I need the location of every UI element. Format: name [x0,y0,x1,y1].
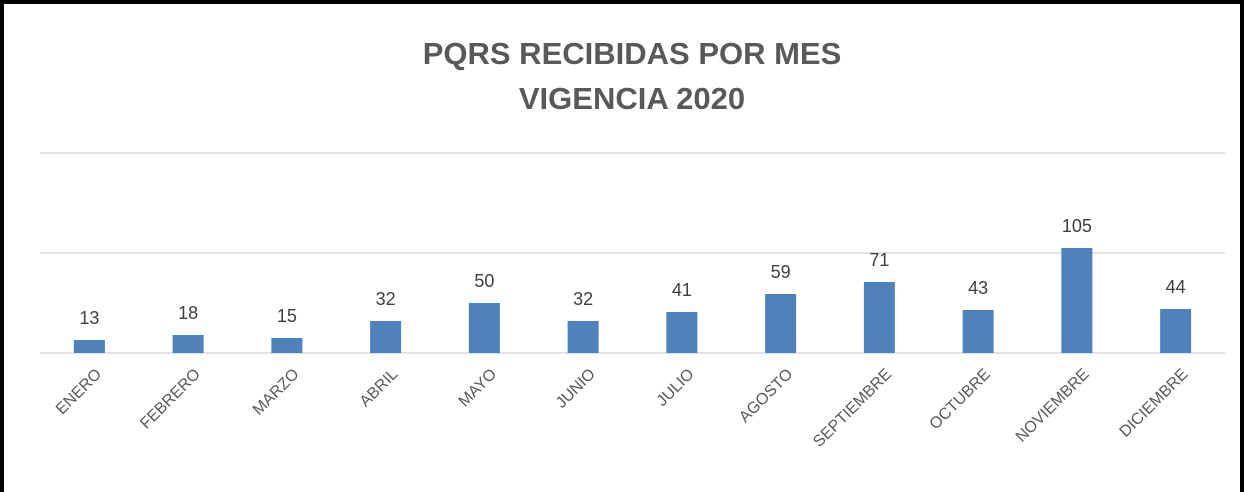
bar [1160,309,1192,353]
value-label: 41 [672,280,692,300]
bar [370,321,402,353]
value-label: 71 [869,250,889,270]
bar [1061,248,1093,353]
chart-subtitle: VIGENCIA 2020 [519,81,745,116]
chart-title: PQRS RECIBIDAS POR MES [423,36,842,71]
value-label: 18 [178,303,198,323]
bar [765,294,797,353]
value-label: 44 [1166,277,1186,297]
value-label: 105 [1062,216,1092,236]
bar [73,340,105,353]
value-label: 32 [376,289,396,309]
bar [172,335,204,353]
bar [863,282,895,353]
value-label: 43 [968,278,988,298]
value-label: 13 [79,308,99,328]
bar [468,303,500,353]
value-label: 50 [474,271,494,291]
bar [567,321,599,353]
bar [666,312,698,353]
value-label: 15 [277,306,297,326]
bar [271,338,303,353]
bar [962,310,994,353]
value-label: 59 [771,262,791,282]
value-label: 32 [573,289,593,309]
